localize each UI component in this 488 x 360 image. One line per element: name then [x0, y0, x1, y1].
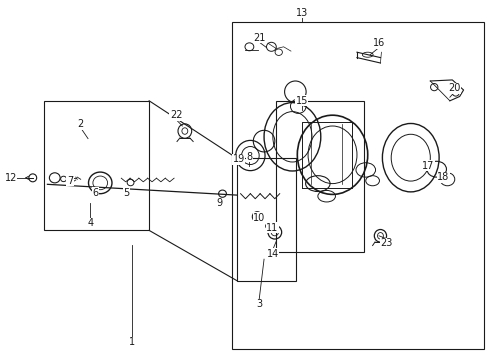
Text: 22: 22 — [169, 110, 182, 120]
Text: 23: 23 — [379, 238, 392, 248]
Text: 16: 16 — [372, 38, 385, 48]
Text: 5: 5 — [123, 188, 129, 198]
Text: 10: 10 — [252, 213, 265, 223]
Text: 11: 11 — [265, 222, 278, 233]
Bar — [276, 101, 364, 252]
Text: 17: 17 — [421, 161, 434, 171]
Text: 3: 3 — [256, 299, 262, 309]
Bar — [237, 158, 295, 281]
Text: 2: 2 — [78, 119, 83, 129]
Text: 1: 1 — [129, 337, 135, 347]
Text: 13: 13 — [295, 8, 308, 18]
Text: 19: 19 — [232, 154, 244, 164]
Text: 14: 14 — [266, 249, 279, 259]
Text: 15: 15 — [295, 96, 307, 106]
Text: 4: 4 — [87, 218, 93, 228]
Text: 20: 20 — [447, 83, 460, 93]
Bar — [44, 101, 149, 230]
Text: 21: 21 — [252, 33, 265, 43]
Text: 8: 8 — [246, 152, 252, 162]
Text: 9: 9 — [216, 198, 222, 208]
Text: 12: 12 — [4, 173, 17, 183]
Text: 18: 18 — [436, 172, 449, 182]
Bar — [232, 22, 483, 349]
Text: 6: 6 — [92, 188, 98, 198]
Text: 7: 7 — [67, 176, 73, 186]
